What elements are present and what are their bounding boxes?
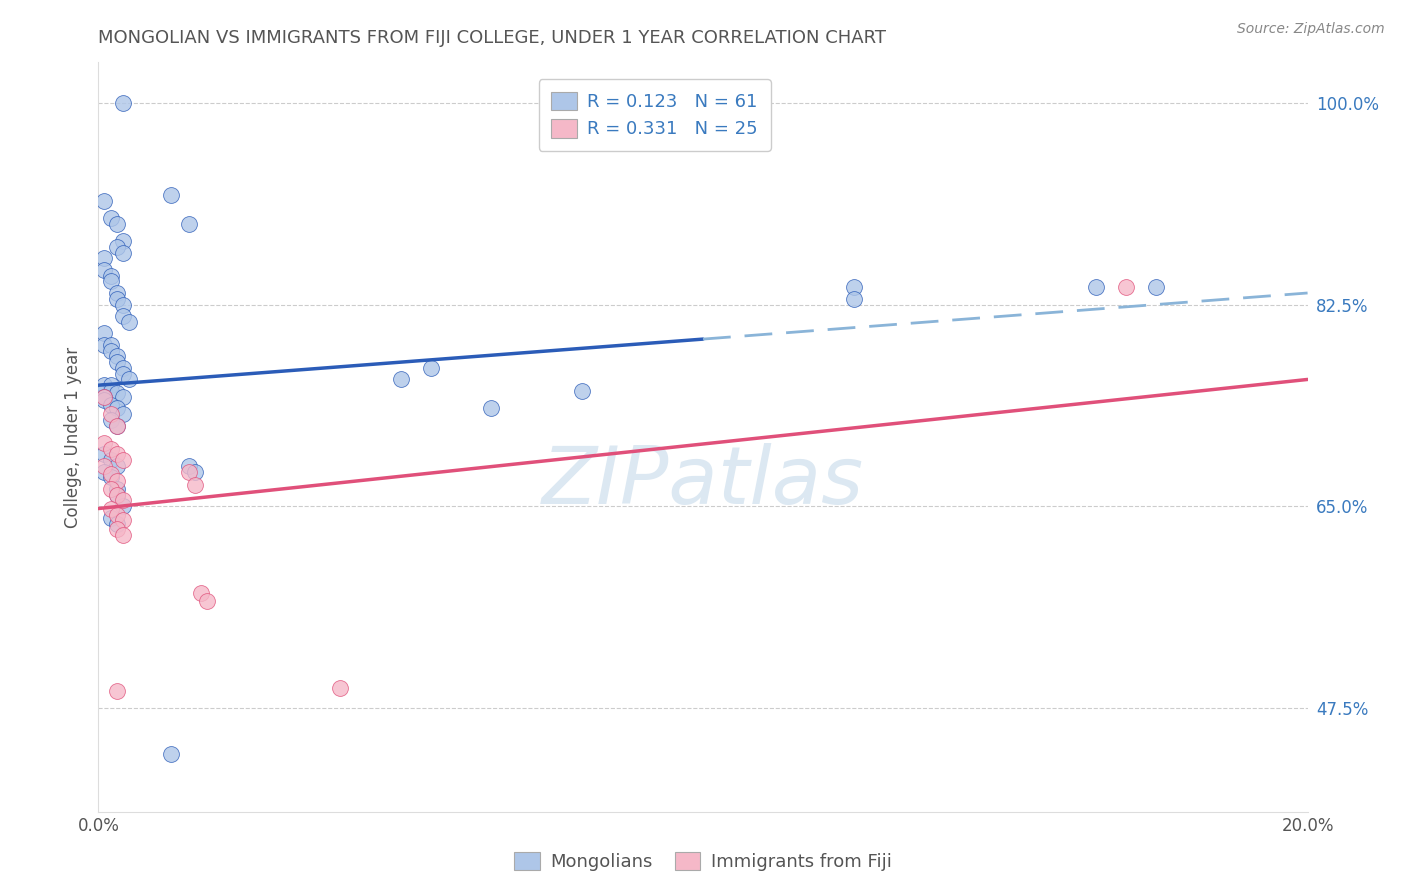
Point	[195, 594, 218, 608]
Point	[111, 367, 134, 381]
Legend: Mongolians, Immigrants from Fiji: Mongolians, Immigrants from Fiji	[508, 845, 898, 879]
Point	[111, 528, 134, 542]
Point	[1144, 280, 1167, 294]
Point	[100, 482, 122, 496]
Point	[105, 447, 128, 461]
Point	[93, 390, 115, 404]
Point	[105, 488, 128, 502]
Point	[118, 315, 141, 329]
Point	[93, 338, 115, 352]
Point	[184, 465, 207, 479]
Point	[100, 268, 122, 283]
Point	[190, 585, 212, 599]
Point	[111, 234, 134, 248]
Legend: R = 0.123   N = 61, R = 0.331   N = 25: R = 0.123 N = 61, R = 0.331 N = 25	[538, 79, 770, 151]
Point	[100, 453, 122, 467]
Point	[105, 401, 128, 416]
Point	[111, 390, 134, 404]
Point	[100, 413, 122, 427]
Point	[179, 458, 201, 473]
Point	[93, 390, 115, 404]
Point	[105, 217, 128, 231]
Point	[111, 360, 134, 375]
Point	[93, 465, 115, 479]
Point	[105, 458, 128, 473]
Point	[111, 493, 134, 508]
Point	[100, 442, 122, 456]
Point	[105, 683, 128, 698]
Point	[100, 470, 122, 484]
Point	[111, 513, 134, 527]
Point	[93, 252, 115, 266]
Point	[111, 453, 134, 467]
Point	[93, 435, 115, 450]
Y-axis label: College, Under 1 year: College, Under 1 year	[65, 346, 83, 528]
Point	[105, 292, 128, 306]
Point	[481, 401, 503, 416]
Point	[111, 245, 134, 260]
Point	[100, 338, 122, 352]
Point	[93, 263, 115, 277]
Point	[179, 465, 201, 479]
Text: ZIPatlas: ZIPatlas	[541, 443, 865, 521]
Point	[105, 418, 128, 433]
Point	[118, 372, 141, 386]
Point	[93, 378, 115, 392]
Point	[571, 384, 593, 398]
Point	[93, 447, 115, 461]
Point	[105, 355, 128, 369]
Point	[100, 211, 122, 225]
Point	[844, 292, 866, 306]
Point	[93, 326, 115, 341]
Point	[93, 384, 115, 398]
Point	[111, 297, 134, 311]
Point	[93, 194, 115, 208]
Point	[105, 474, 128, 488]
Point	[100, 343, 122, 358]
Point	[111, 309, 134, 323]
Text: MONGOLIAN VS IMMIGRANTS FROM FIJI COLLEGE, UNDER 1 YEAR CORRELATION CHART: MONGOLIAN VS IMMIGRANTS FROM FIJI COLLEG…	[98, 29, 886, 47]
Point	[184, 478, 207, 492]
Point	[160, 188, 183, 202]
Point	[111, 500, 134, 514]
Point	[93, 458, 115, 473]
Point	[105, 508, 128, 523]
Point	[389, 372, 412, 386]
Point	[111, 95, 134, 110]
Point	[160, 747, 183, 761]
Point	[100, 467, 122, 481]
Point	[93, 393, 115, 408]
Point	[105, 522, 128, 536]
Point	[105, 418, 128, 433]
Point	[844, 280, 866, 294]
Point	[105, 350, 128, 364]
Point	[420, 360, 443, 375]
Point	[100, 510, 122, 524]
Point	[100, 275, 122, 289]
Point	[100, 407, 122, 421]
Point	[105, 240, 128, 254]
Point	[1115, 280, 1137, 294]
Point	[179, 217, 201, 231]
Point	[100, 378, 122, 392]
Text: Source: ZipAtlas.com: Source: ZipAtlas.com	[1237, 22, 1385, 37]
Point	[105, 516, 128, 531]
Point	[100, 384, 122, 398]
Point	[105, 482, 128, 496]
Point	[1085, 280, 1108, 294]
Point	[105, 285, 128, 300]
Point	[100, 501, 122, 516]
Point	[100, 398, 122, 412]
Point	[105, 386, 128, 401]
Point	[329, 681, 352, 696]
Point	[105, 488, 128, 502]
Point	[111, 407, 134, 421]
